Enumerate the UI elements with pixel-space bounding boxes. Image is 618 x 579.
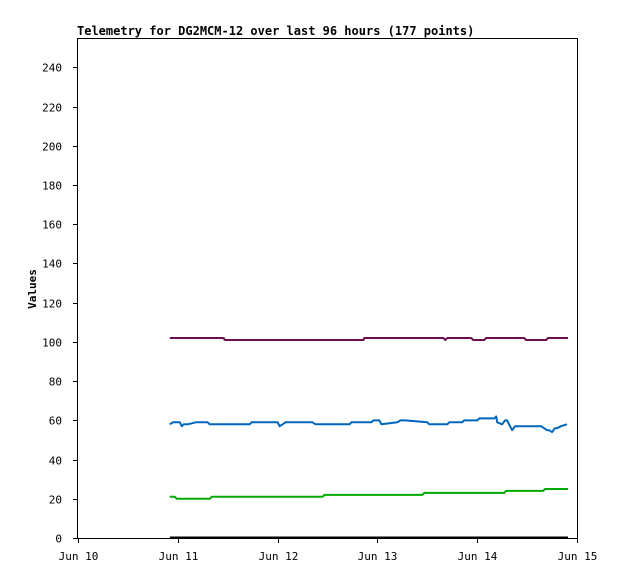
- y-tick-label: 240: [42, 62, 62, 75]
- y-axis-label: Values: [26, 269, 39, 309]
- plot-area-frame: [77, 38, 578, 539]
- y-tick-label: 200: [42, 141, 62, 154]
- y-tick-label: 180: [42, 180, 62, 193]
- x-tick-label: Jun 14: [458, 550, 498, 563]
- y-tick-label: 220: [42, 102, 62, 115]
- y-tick-label: 20: [49, 494, 62, 507]
- y-tick-label: 120: [42, 298, 62, 311]
- series-line-2: [169, 415, 568, 434]
- data-series: [169, 337, 569, 539]
- y-tick-label: 40: [49, 455, 62, 468]
- series-line-1: [169, 337, 568, 341]
- y-tick-label: 0: [55, 533, 62, 546]
- x-axis: Jun 10 Jun 11 Jun 12 Jun 13 Jun 14 Jun 15: [59, 538, 598, 563]
- x-tick-label: Jun 11: [159, 550, 199, 563]
- series-line-3: [169, 488, 568, 500]
- y-tick-label: 60: [49, 415, 62, 428]
- y-tick-label: 140: [42, 258, 62, 271]
- y-axis: 0 20 40 60 80 100 120 140 160 180 200 220 240: [42, 62, 78, 546]
- y-tick-label: 160: [42, 219, 62, 232]
- x-tick-label: Jun 10: [59, 550, 99, 563]
- x-tick-label: Jun 13: [358, 550, 398, 563]
- chart-title: Telemetry for DG2MCM-12 over last 96 hou…: [77, 24, 474, 38]
- x-tick-label: Jun 15: [558, 550, 598, 563]
- y-tick-label: 100: [42, 337, 62, 350]
- y-tick-label: 80: [49, 376, 62, 389]
- x-tick-label: Jun 12: [259, 550, 299, 563]
